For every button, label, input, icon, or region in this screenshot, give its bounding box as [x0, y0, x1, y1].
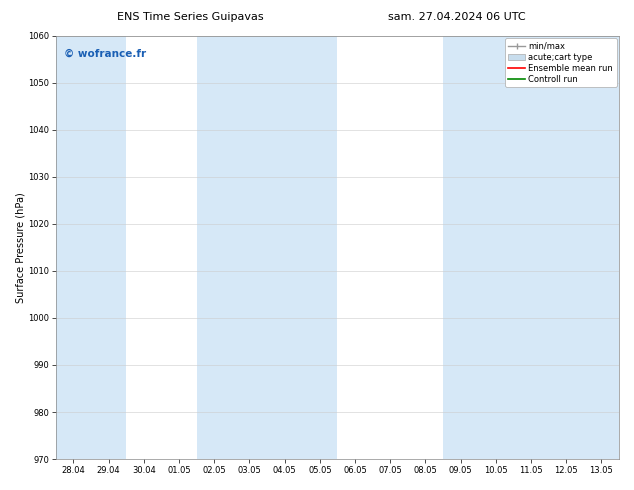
Bar — [56, 36, 126, 459]
Bar — [197, 36, 337, 459]
Y-axis label: Surface Pressure (hPa): Surface Pressure (hPa) — [15, 192, 25, 303]
Text: © wofrance.fr: © wofrance.fr — [64, 49, 146, 58]
Text: sam. 27.04.2024 06 UTC: sam. 27.04.2024 06 UTC — [387, 12, 526, 22]
Bar — [443, 36, 619, 459]
Legend: min/max, acute;cart type, Ensemble mean run, Controll run: min/max, acute;cart type, Ensemble mean … — [505, 38, 616, 87]
Text: ENS Time Series Guipavas: ENS Time Series Guipavas — [117, 12, 264, 22]
